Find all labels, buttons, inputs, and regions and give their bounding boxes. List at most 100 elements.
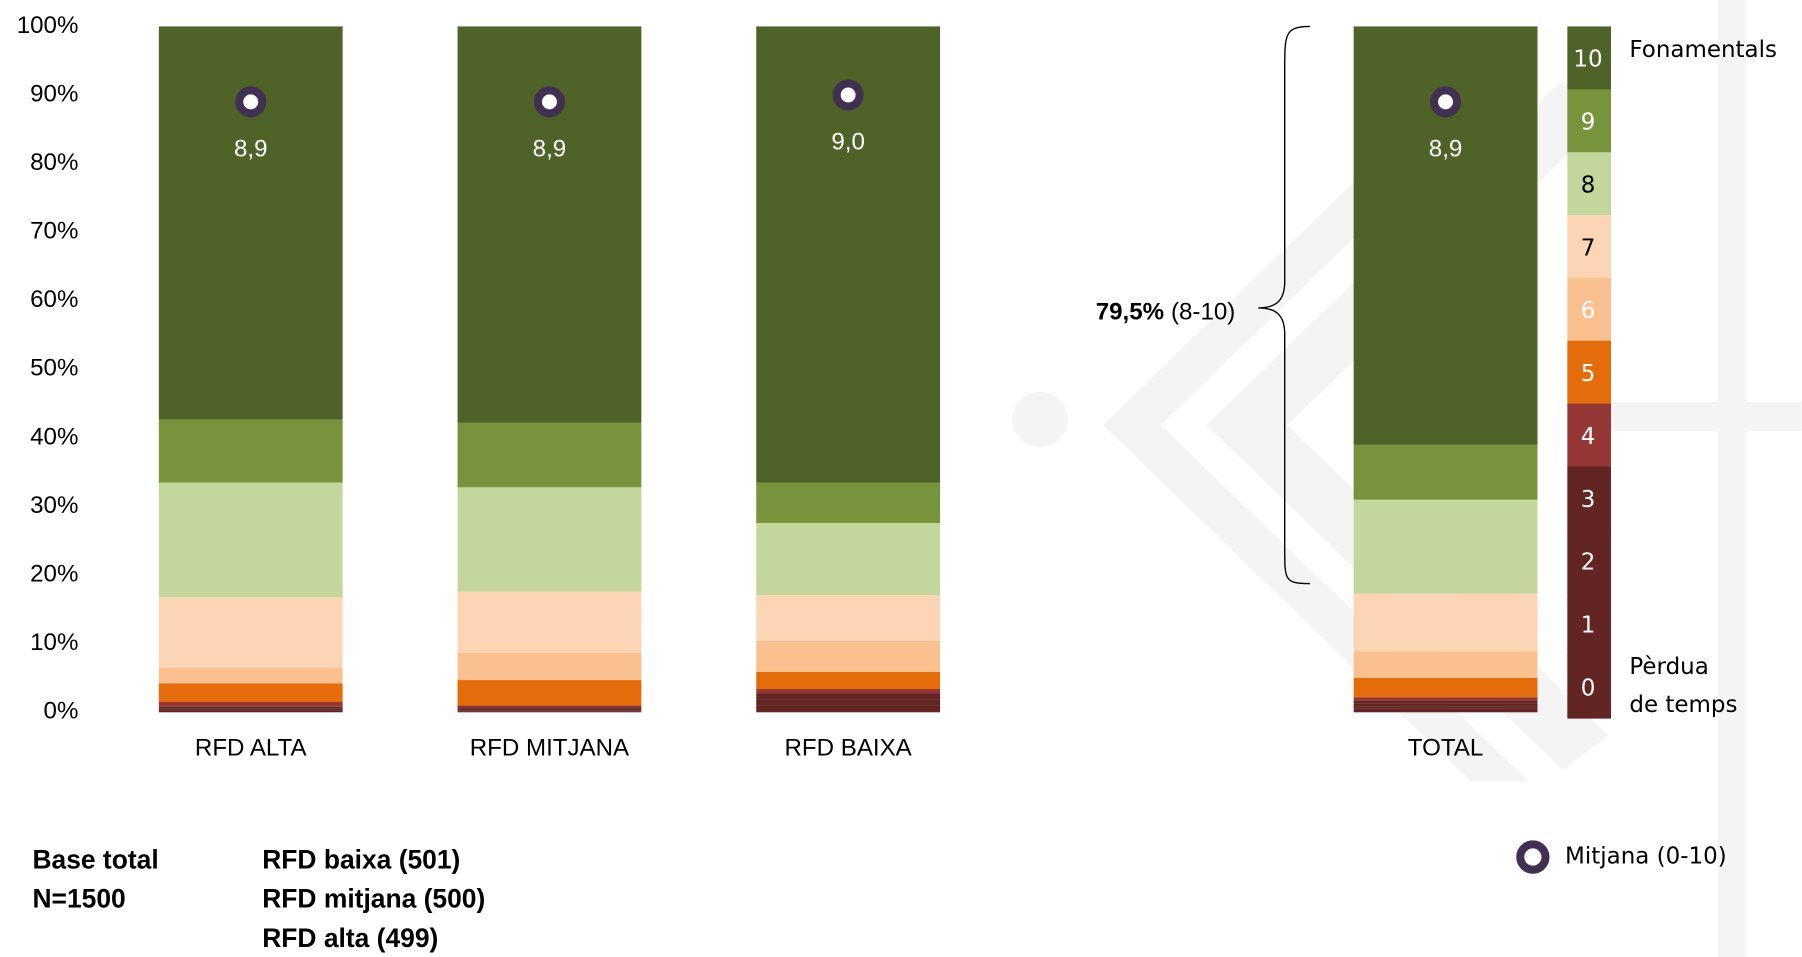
legend-label: 3 xyxy=(1581,487,1596,513)
footer-base: Base total xyxy=(32,845,158,875)
bar-segment xyxy=(457,26,642,423)
mean-marker xyxy=(533,86,565,118)
y-tick-label: 80% xyxy=(30,149,78,176)
bar-segment xyxy=(756,693,941,697)
bar-segment xyxy=(1353,651,1538,678)
legend-label: 7 xyxy=(1581,235,1596,261)
legend-label: 10 xyxy=(1573,47,1602,73)
y-tick-label: 30% xyxy=(30,492,78,519)
bar-segment xyxy=(158,702,343,707)
legend-label: 5 xyxy=(1581,361,1596,387)
bar-segment xyxy=(158,709,343,711)
bar-segment xyxy=(158,708,343,710)
mean-marker xyxy=(1430,86,1462,118)
footer-group: RFD baixa (501) xyxy=(262,845,460,875)
y-tick-label: 70% xyxy=(30,218,78,245)
bar-segment xyxy=(1353,697,1538,701)
bar-segment xyxy=(756,688,941,694)
legend-bottom-label: Pèrdua xyxy=(1629,654,1708,680)
bar-segment xyxy=(158,667,343,684)
bar-segment xyxy=(756,699,941,706)
legend-swatch xyxy=(1567,152,1611,216)
legend-swatch xyxy=(1567,26,1611,90)
bar-segment xyxy=(158,710,343,713)
legend-label: 4 xyxy=(1581,424,1596,450)
bar-segment xyxy=(1353,708,1538,713)
mean-marker xyxy=(235,86,267,118)
bar-segment xyxy=(158,706,343,709)
x-tick-label: RFD BAIXA xyxy=(785,734,913,761)
bar-segment xyxy=(457,591,642,653)
y-tick-label: 50% xyxy=(30,355,78,382)
brace-annotation: 79,5% (8-10) xyxy=(1096,299,1236,326)
mean-label: 8,9 xyxy=(1429,135,1463,162)
legend-swatch xyxy=(1567,466,1611,530)
legend-label: 9 xyxy=(1581,110,1596,136)
bar-segment xyxy=(457,680,642,706)
annotation-value: 79,5% xyxy=(1096,299,1164,326)
y-tick-label: 60% xyxy=(30,286,78,313)
legend-label: 6 xyxy=(1581,298,1596,324)
mean-legend-label: Mitjana (0-10) xyxy=(1565,844,1727,870)
legend-label: 8 xyxy=(1581,172,1596,198)
bar-segment xyxy=(1353,703,1538,707)
mean-legend-marker xyxy=(1516,840,1550,874)
legend-swatch xyxy=(1567,340,1611,405)
x-tick-label: RFD MITJANA xyxy=(470,734,630,761)
bar-segment xyxy=(457,422,642,488)
bar-segment xyxy=(756,522,941,596)
bar-segment xyxy=(1353,706,1538,709)
legend-label: 0 xyxy=(1581,675,1596,701)
bar-segment xyxy=(457,708,642,711)
bar-segment xyxy=(158,482,343,598)
bar-segment xyxy=(756,640,941,672)
bar-segment xyxy=(457,707,642,709)
bar-segment xyxy=(1353,444,1538,500)
bar-segment xyxy=(756,595,941,641)
y-tick-label: 90% xyxy=(30,80,78,107)
annotation-range: (8-10) xyxy=(1171,299,1235,326)
legend-swatch xyxy=(1567,215,1611,279)
mean-label: 9,0 xyxy=(831,129,865,156)
x-tick-label: RFD ALTA xyxy=(195,734,308,761)
bar-segment xyxy=(1353,499,1538,594)
y-tick-label: 10% xyxy=(30,629,78,656)
footer-base: N=1500 xyxy=(32,884,125,914)
legend-swatch xyxy=(1567,403,1611,468)
y-tick-label: 20% xyxy=(30,560,78,587)
bar-segment xyxy=(756,696,941,700)
footer-group: RFD alta (499) xyxy=(262,923,438,953)
y-tick-label: 100% xyxy=(17,12,79,39)
bar-segment xyxy=(756,671,941,689)
legend-top-label: Fonamentals xyxy=(1629,37,1777,63)
brace xyxy=(1258,25,1310,585)
bar-segment xyxy=(158,683,343,703)
x-tick-label: TOTAL xyxy=(1408,734,1483,761)
footer-group: RFD mitjana (500) xyxy=(262,884,485,914)
bar-segment xyxy=(457,705,642,708)
bar-segment xyxy=(1353,677,1538,698)
bar-segment xyxy=(158,597,343,668)
mean-label: 8,9 xyxy=(533,135,567,162)
legend-swatch xyxy=(1567,529,1611,593)
legend-swatch xyxy=(1567,277,1611,342)
legend-bottom-label: de temps xyxy=(1629,692,1737,718)
legend-swatch xyxy=(1567,89,1611,153)
bar-segment xyxy=(457,710,642,712)
bar-segment xyxy=(457,652,642,681)
bar-segment xyxy=(158,26,343,420)
mean-marker xyxy=(832,79,864,111)
bar-segment xyxy=(158,419,343,483)
bar-segment xyxy=(457,711,642,713)
bar-segment xyxy=(1353,593,1538,652)
bar-segment xyxy=(756,482,941,523)
legend-swatch xyxy=(1567,592,1611,656)
legend-label: 2 xyxy=(1581,550,1596,576)
bar-segment xyxy=(1353,700,1538,704)
legend-label: 1 xyxy=(1581,613,1596,639)
legend-swatch xyxy=(1567,655,1611,719)
bar-segment xyxy=(756,705,941,713)
y-tick-label: 0% xyxy=(44,698,79,725)
mean-label: 8,9 xyxy=(234,135,268,162)
